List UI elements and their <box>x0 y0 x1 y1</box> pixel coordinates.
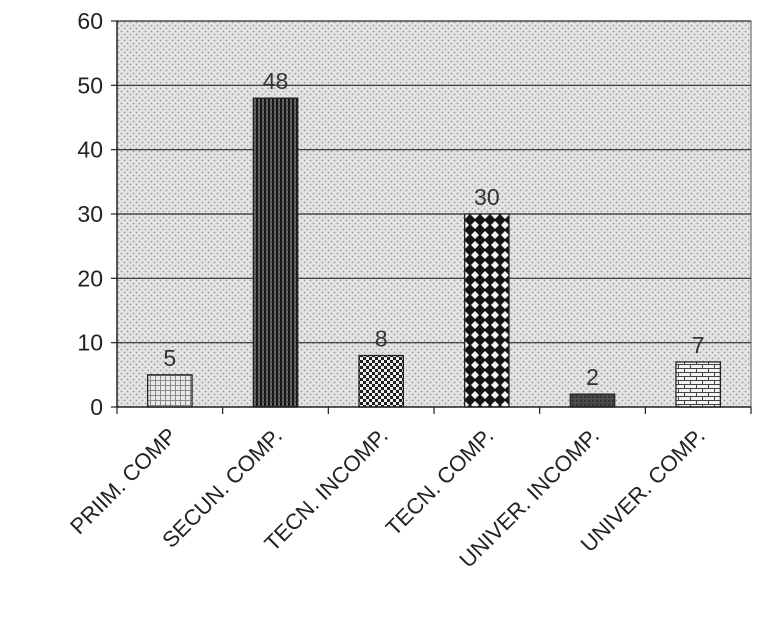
x-category-label: TECN. COMP. <box>381 423 499 541</box>
bars <box>146 97 722 408</box>
y-tick-label: 20 <box>77 265 103 291</box>
data-label: 8 <box>375 326 388 352</box>
data-label: 7 <box>692 332 705 358</box>
data-label: 48 <box>263 68 289 94</box>
bar-1 <box>146 374 193 408</box>
bar-2 <box>252 97 299 408</box>
y-tick-label: 10 <box>77 330 103 356</box>
data-label: 30 <box>474 184 500 210</box>
y-tick-label: 30 <box>77 201 103 227</box>
y-tick-label: 40 <box>77 137 103 163</box>
axes <box>111 20 752 414</box>
y-tick-label: 50 <box>77 72 103 98</box>
data-label: 5 <box>163 345 176 371</box>
bar-6 <box>675 361 722 408</box>
bar-5 <box>569 393 616 408</box>
y-tick-label: 0 <box>90 394 103 420</box>
bar-3 <box>358 354 405 408</box>
y-tick-labels: 0 10 20 30 40 50 60 <box>77 8 103 420</box>
data-label: 2 <box>586 364 599 390</box>
y-tick-label: 60 <box>77 8 103 34</box>
x-category-label: PRIIM. COMP <box>65 423 181 539</box>
gridlines <box>117 20 751 344</box>
bar-4 <box>463 213 510 408</box>
data-labels: 5 48 8 30 2 7 <box>163 68 704 390</box>
